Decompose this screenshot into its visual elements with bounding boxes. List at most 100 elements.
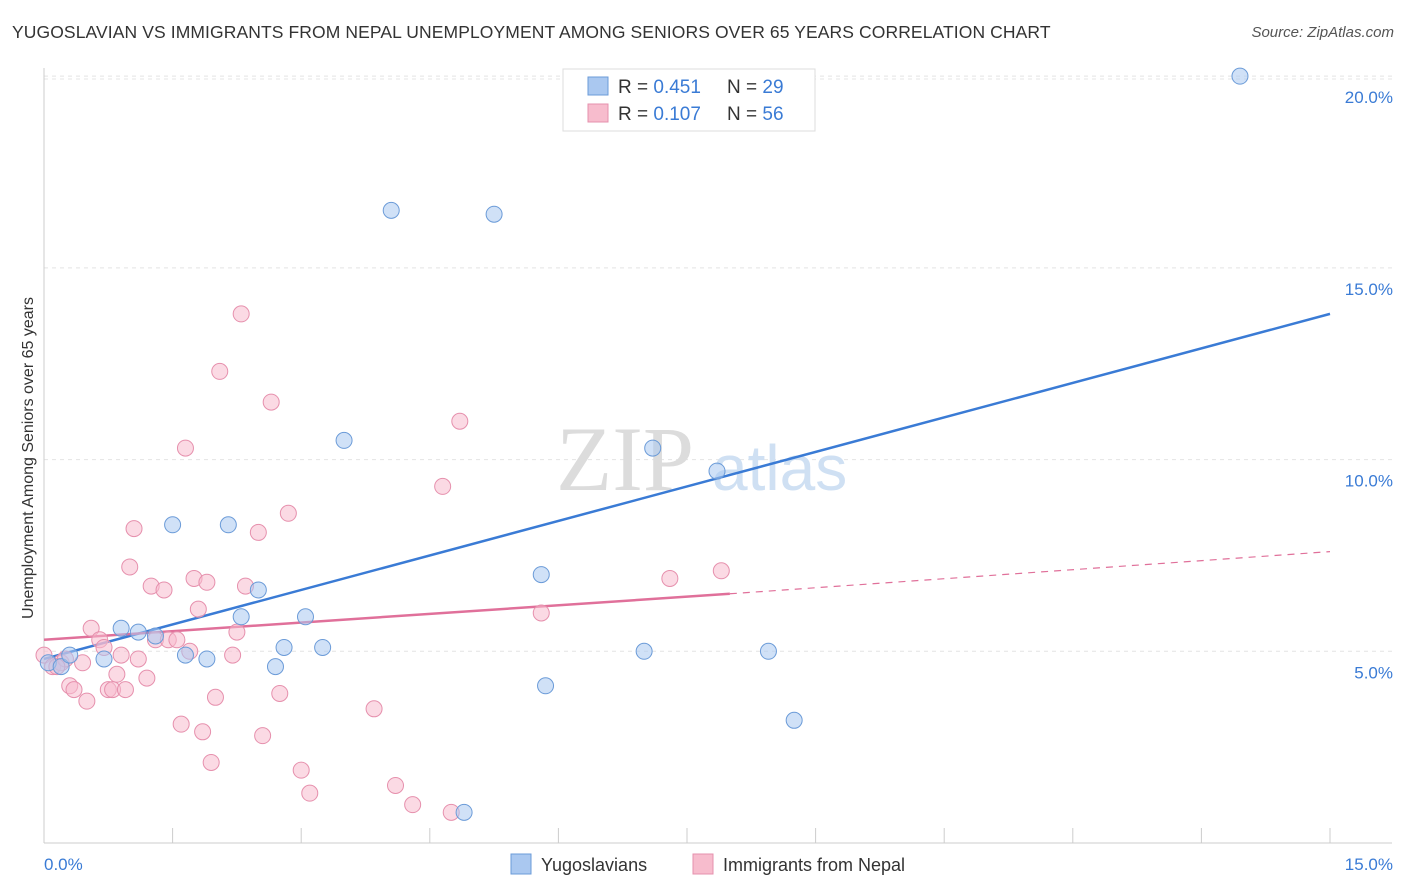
data-point-nepal bbox=[78, 692, 96, 710]
data-point-nepal bbox=[138, 669, 156, 687]
data-point-yugoslavians bbox=[532, 566, 550, 584]
data-point-nepal bbox=[194, 723, 212, 741]
data-point-nepal bbox=[254, 727, 272, 745]
legend-n-label-1: N = bbox=[727, 77, 762, 98]
data-point-nepal bbox=[262, 393, 280, 411]
data-point-nepal bbox=[108, 665, 126, 683]
x-ticks bbox=[43, 828, 1331, 843]
data-point-nepal bbox=[224, 646, 242, 664]
y-axis-label: Unemployment Among Seniors over 65 years bbox=[20, 297, 37, 619]
legend-swatch-pink bbox=[587, 103, 609, 123]
data-point-nepal bbox=[168, 631, 186, 649]
data-point-yugoslavians bbox=[61, 646, 79, 664]
data-point-nepal bbox=[292, 761, 310, 779]
trend-line-yugoslavians bbox=[43, 312, 1331, 661]
watermark-zip: ZIP bbox=[556, 408, 694, 510]
legend-r-label-1: R = bbox=[618, 77, 653, 98]
data-point-yugoslavians bbox=[635, 642, 653, 660]
y-tick-label: 5.0% bbox=[1354, 663, 1393, 682]
data-point-yugoslavians bbox=[198, 650, 216, 668]
legend-r-value-2: 0.107 bbox=[653, 104, 701, 125]
series-nepal-points bbox=[35, 305, 730, 821]
data-point-yugoslavians bbox=[759, 642, 777, 660]
data-point-nepal bbox=[365, 700, 383, 718]
data-point-yugoslavians bbox=[95, 650, 113, 668]
data-point-nepal bbox=[271, 684, 289, 702]
data-point-yugoslavians bbox=[52, 658, 70, 676]
y-tick-label: 10.0% bbox=[1345, 472, 1393, 491]
y-tick-label: 15.0% bbox=[1345, 280, 1393, 299]
data-point-yugoslavians bbox=[249, 581, 267, 599]
data-point-nepal bbox=[434, 477, 452, 495]
data-point-nepal bbox=[65, 681, 83, 699]
legend: R = 0.451 N = 29 R = 0.107 N = 56 bbox=[562, 68, 816, 132]
data-point-nepal bbox=[155, 581, 173, 599]
data-point-yugoslavians bbox=[176, 646, 194, 664]
data-point-nepal bbox=[232, 305, 250, 323]
trend-line-nepal-extension bbox=[729, 551, 1331, 595]
data-point-yugoslavians bbox=[485, 205, 503, 223]
data-point-nepal bbox=[129, 650, 147, 668]
data-point-yugoslavians bbox=[266, 658, 284, 676]
bottom-legend-label-nepal: Immigrants from Nepal bbox=[723, 855, 905, 875]
data-point-yugoslavians bbox=[164, 516, 182, 534]
data-point-nepal bbox=[712, 562, 730, 580]
data-point-nepal bbox=[451, 412, 469, 430]
data-point-yugoslavians bbox=[537, 677, 555, 695]
bottom-legend: Yugoslavians Immigrants from Nepal bbox=[510, 853, 905, 875]
legend-entry-2: R = 0.107 N = 56 bbox=[618, 104, 784, 125]
data-point-nepal bbox=[116, 681, 134, 699]
data-point-nepal bbox=[121, 558, 139, 576]
data-point-yugoslavians bbox=[1231, 67, 1249, 85]
x-tick-label-min: 0.0% bbox=[44, 855, 83, 874]
data-point-nepal bbox=[206, 688, 224, 706]
data-point-nepal bbox=[112, 646, 130, 664]
data-point-nepal bbox=[202, 753, 220, 771]
data-point-nepal bbox=[176, 439, 194, 457]
data-point-yugoslavians bbox=[335, 431, 353, 449]
y-tick-label: 20.0% bbox=[1345, 88, 1393, 107]
data-point-nepal bbox=[82, 619, 100, 637]
data-point-yugoslavians bbox=[644, 439, 662, 457]
watermark: ZIP atlas bbox=[556, 408, 847, 510]
bottom-legend-swatch-blue bbox=[510, 853, 532, 875]
data-point-nepal bbox=[661, 569, 679, 587]
chart-title: YUGOSLAVIAN VS IMMIGRANTS FROM NEPAL UNE… bbox=[12, 22, 1051, 42]
data-point-nepal bbox=[125, 520, 143, 538]
data-point-yugoslavians bbox=[785, 711, 803, 729]
data-point-yugoslavians bbox=[219, 516, 237, 534]
watermark-atlas: atlas bbox=[712, 432, 847, 504]
data-point-yugoslavians bbox=[129, 623, 147, 641]
data-point-yugoslavians bbox=[275, 638, 293, 656]
data-point-nepal bbox=[74, 654, 92, 672]
data-point-nepal bbox=[211, 362, 229, 380]
data-point-yugoslavians bbox=[708, 462, 726, 480]
legend-n-label-2: N = bbox=[727, 104, 762, 125]
data-point-yugoslavians bbox=[455, 803, 473, 821]
data-point-nepal bbox=[532, 604, 550, 622]
data-point-nepal bbox=[249, 523, 267, 541]
source-label: Source: ZipAtlas.com bbox=[1251, 24, 1394, 41]
legend-n-value-1: 29 bbox=[762, 77, 783, 98]
y-tick-labels: 5.0% 10.0% 15.0% 20.0% bbox=[1345, 88, 1393, 682]
data-point-nepal bbox=[279, 504, 297, 522]
trend-line-nepal bbox=[43, 592, 730, 642]
legend-r-label-2: R = bbox=[618, 104, 653, 125]
data-point-yugoslavians bbox=[112, 619, 130, 637]
data-point-nepal bbox=[198, 573, 216, 591]
legend-swatch-blue bbox=[587, 76, 609, 96]
x-tick-label-max: 15.0% bbox=[1345, 855, 1393, 874]
legend-r-value-1: 0.451 bbox=[653, 77, 701, 98]
data-point-nepal bbox=[228, 623, 246, 641]
trend-lines bbox=[43, 312, 1331, 661]
data-point-nepal bbox=[387, 776, 405, 794]
data-point-yugoslavians bbox=[382, 201, 400, 219]
data-point-yugoslavians bbox=[314, 638, 332, 656]
legend-n-value-2: 56 bbox=[762, 104, 783, 125]
data-point-yugoslavians bbox=[232, 608, 250, 626]
data-point-yugoslavians bbox=[296, 608, 314, 626]
legend-entry-1: R = 0.451 N = 29 bbox=[618, 77, 784, 98]
series-yugoslavians-points bbox=[39, 67, 1249, 821]
data-point-nepal bbox=[301, 784, 319, 802]
